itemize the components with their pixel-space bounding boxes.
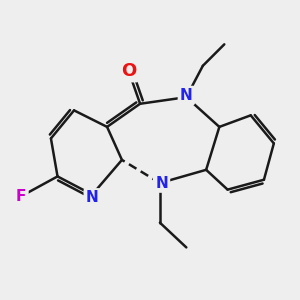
Text: N: N — [86, 190, 99, 206]
Text: O: O — [121, 62, 136, 80]
Text: N: N — [180, 88, 193, 103]
Text: F: F — [16, 189, 26, 204]
Text: N: N — [155, 176, 168, 190]
